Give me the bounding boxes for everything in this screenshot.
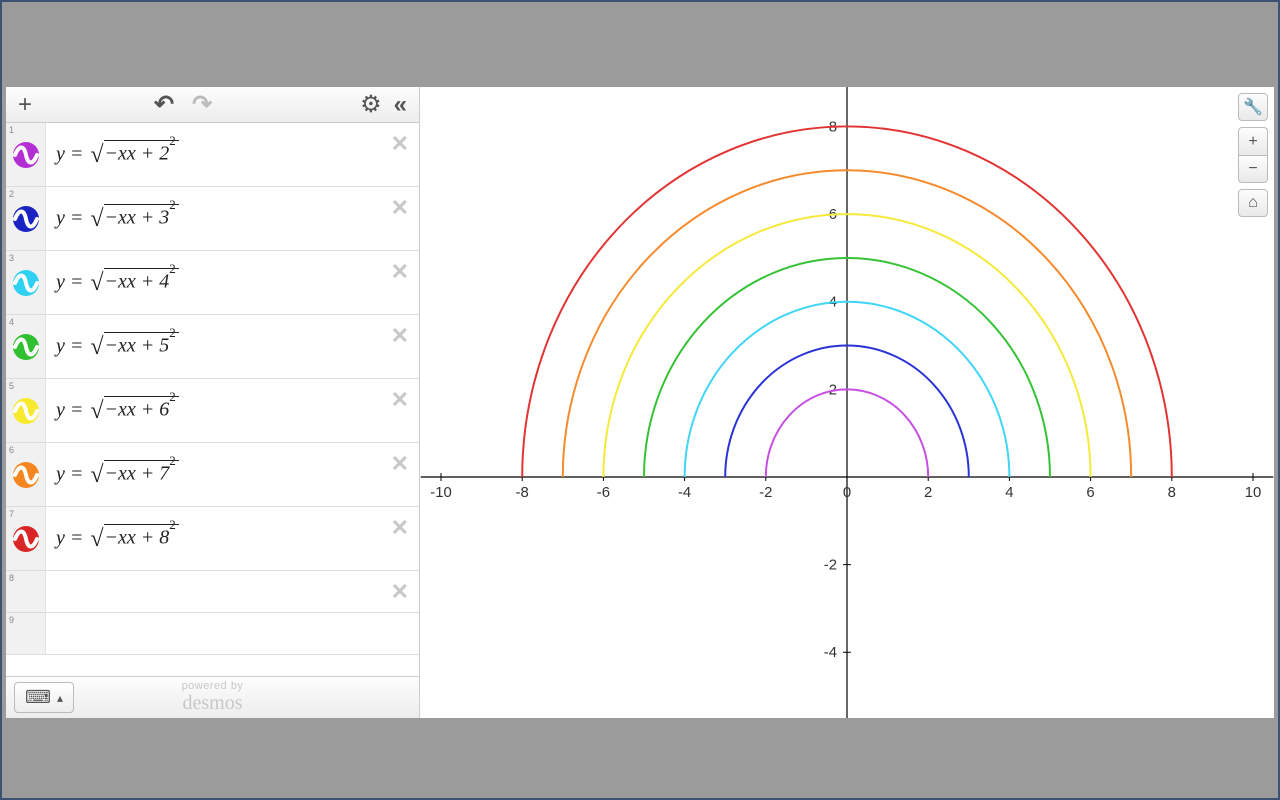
row-index: 3 [9, 253, 14, 263]
row-index: 1 [9, 125, 14, 135]
expression-row[interactable]: 1 y = √−xx + 22 ✕ [6, 123, 419, 187]
zoom-home-button[interactable]: ⌂ [1238, 189, 1268, 217]
row-index: 2 [9, 189, 14, 199]
graph-tools: 🔧 + − ⌂ [1238, 93, 1268, 217]
caret-up-icon: ▴ [57, 691, 63, 705]
minus-icon: − [1248, 160, 1257, 178]
home-icon: ⌂ [1248, 194, 1258, 212]
window-chrome: + ↶ ↷ ⚙ « 1 y = √−xx + 22 ✕ 2 [2, 2, 1278, 798]
expression-formula[interactable] [46, 571, 419, 612]
expression-formula[interactable]: y = √−xx + 82 [46, 507, 419, 570]
svg-text:6: 6 [1086, 485, 1094, 501]
expression-row[interactable]: 5 y = √−xx + 62 ✕ [6, 379, 419, 443]
keyboard-toggle-button[interactable]: ⌨ ▴ [14, 682, 74, 713]
svg-text:8: 8 [1168, 485, 1176, 501]
expression-list: 1 y = √−xx + 22 ✕ 2 y = √−xx + 32 ✕ 3 [6, 123, 419, 676]
wave-icon [12, 461, 40, 489]
row-index: 9 [9, 615, 14, 625]
delete-expression-button[interactable]: ✕ [391, 323, 409, 349]
svg-text:4: 4 [1005, 485, 1013, 501]
graph-canvas: -10-8-6-4-20246810-4-22468 [420, 87, 1274, 718]
undo-redo-group: ↶ ↷ [148, 93, 218, 117]
powered-brand: desmos [182, 693, 244, 714]
delete-expression-button[interactable]: ✕ [391, 579, 409, 605]
expression-row-empty[interactable]: 8 ✕ [6, 571, 419, 613]
svg-text:-10: -10 [430, 485, 452, 501]
graph-settings-button[interactable]: 🔧 [1238, 93, 1268, 121]
expression-row[interactable]: 3 y = √−xx + 42 ✕ [6, 251, 419, 315]
settings-button[interactable]: ⚙ [354, 93, 388, 117]
expression-row[interactable]: 4 y = √−xx + 52 ✕ [6, 315, 419, 379]
svg-text:-2: -2 [824, 558, 837, 574]
row-index: 5 [9, 381, 14, 391]
plus-icon: + [1248, 133, 1257, 151]
svg-text:10: 10 [1245, 485, 1262, 501]
undo-button[interactable]: ↶ [148, 93, 180, 117]
svg-text:-4: -4 [678, 485, 691, 501]
wave-icon [12, 397, 40, 425]
svg-text:-4: -4 [824, 645, 837, 661]
row-index: 4 [9, 317, 14, 327]
expression-row-empty[interactable]: 9 [6, 613, 419, 655]
row-index: 6 [9, 445, 14, 455]
expression-formula[interactable]: y = √−xx + 32 [46, 187, 419, 250]
wave-icon [12, 205, 40, 233]
delete-expression-button[interactable]: ✕ [391, 515, 409, 541]
expression-formula[interactable]: y = √−xx + 22 [46, 123, 419, 186]
powered-top: powered by [182, 681, 244, 693]
wave-icon [12, 141, 40, 169]
keyboard-icon: ⌨ [25, 687, 51, 708]
wave-icon [12, 525, 40, 553]
zoom-out-button[interactable]: − [1238, 155, 1268, 183]
expression-formula[interactable]: y = √−xx + 52 [46, 315, 419, 378]
delete-expression-button[interactable]: ✕ [391, 195, 409, 221]
wave-icon [12, 269, 40, 297]
expression-formula[interactable]: y = √−xx + 42 [46, 251, 419, 314]
graph-area[interactable]: -10-8-6-4-20246810-4-22468 🔧 + − ⌂ [420, 87, 1274, 718]
expression-formula[interactable]: y = √−xx + 62 [46, 379, 419, 442]
expression-toolbar: + ↶ ↷ ⚙ « [6, 87, 419, 123]
svg-text:-8: -8 [516, 485, 529, 501]
svg-text:0: 0 [843, 485, 851, 501]
expression-row[interactable]: 7 y = √−xx + 82 ✕ [6, 507, 419, 571]
expression-sidebar: + ↶ ↷ ⚙ « 1 y = √−xx + 22 ✕ 2 [6, 87, 420, 718]
expression-formula[interactable]: y = √−xx + 72 [46, 443, 419, 506]
delete-expression-button[interactable]: ✕ [391, 387, 409, 413]
wrench-icon: 🔧 [1243, 97, 1263, 117]
row-index: 8 [9, 573, 14, 583]
powered-by-label: powered by desmos [182, 681, 244, 714]
delete-expression-button[interactable]: ✕ [391, 259, 409, 285]
expression-row[interactable]: 2 y = √−xx + 32 ✕ [6, 187, 419, 251]
svg-text:-2: -2 [759, 485, 772, 501]
delete-expression-button[interactable]: ✕ [391, 451, 409, 477]
wave-icon [12, 333, 40, 361]
svg-text:-6: -6 [597, 485, 610, 501]
add-expression-button[interactable]: + [12, 93, 38, 117]
delete-expression-button[interactable]: ✕ [391, 131, 409, 157]
redo-button[interactable]: ↷ [186, 93, 218, 117]
app-frame: + ↶ ↷ ⚙ « 1 y = √−xx + 22 ✕ 2 [6, 87, 1274, 718]
expression-row[interactable]: 6 y = √−xx + 72 ✕ [6, 443, 419, 507]
zoom-in-button[interactable]: + [1238, 127, 1268, 155]
svg-text:2: 2 [924, 485, 932, 501]
sidebar-footer: ⌨ ▴ powered by desmos [6, 676, 419, 718]
collapse-sidebar-button[interactable]: « [388, 93, 413, 117]
expression-formula[interactable] [46, 613, 419, 654]
row-index: 7 [9, 509, 14, 519]
